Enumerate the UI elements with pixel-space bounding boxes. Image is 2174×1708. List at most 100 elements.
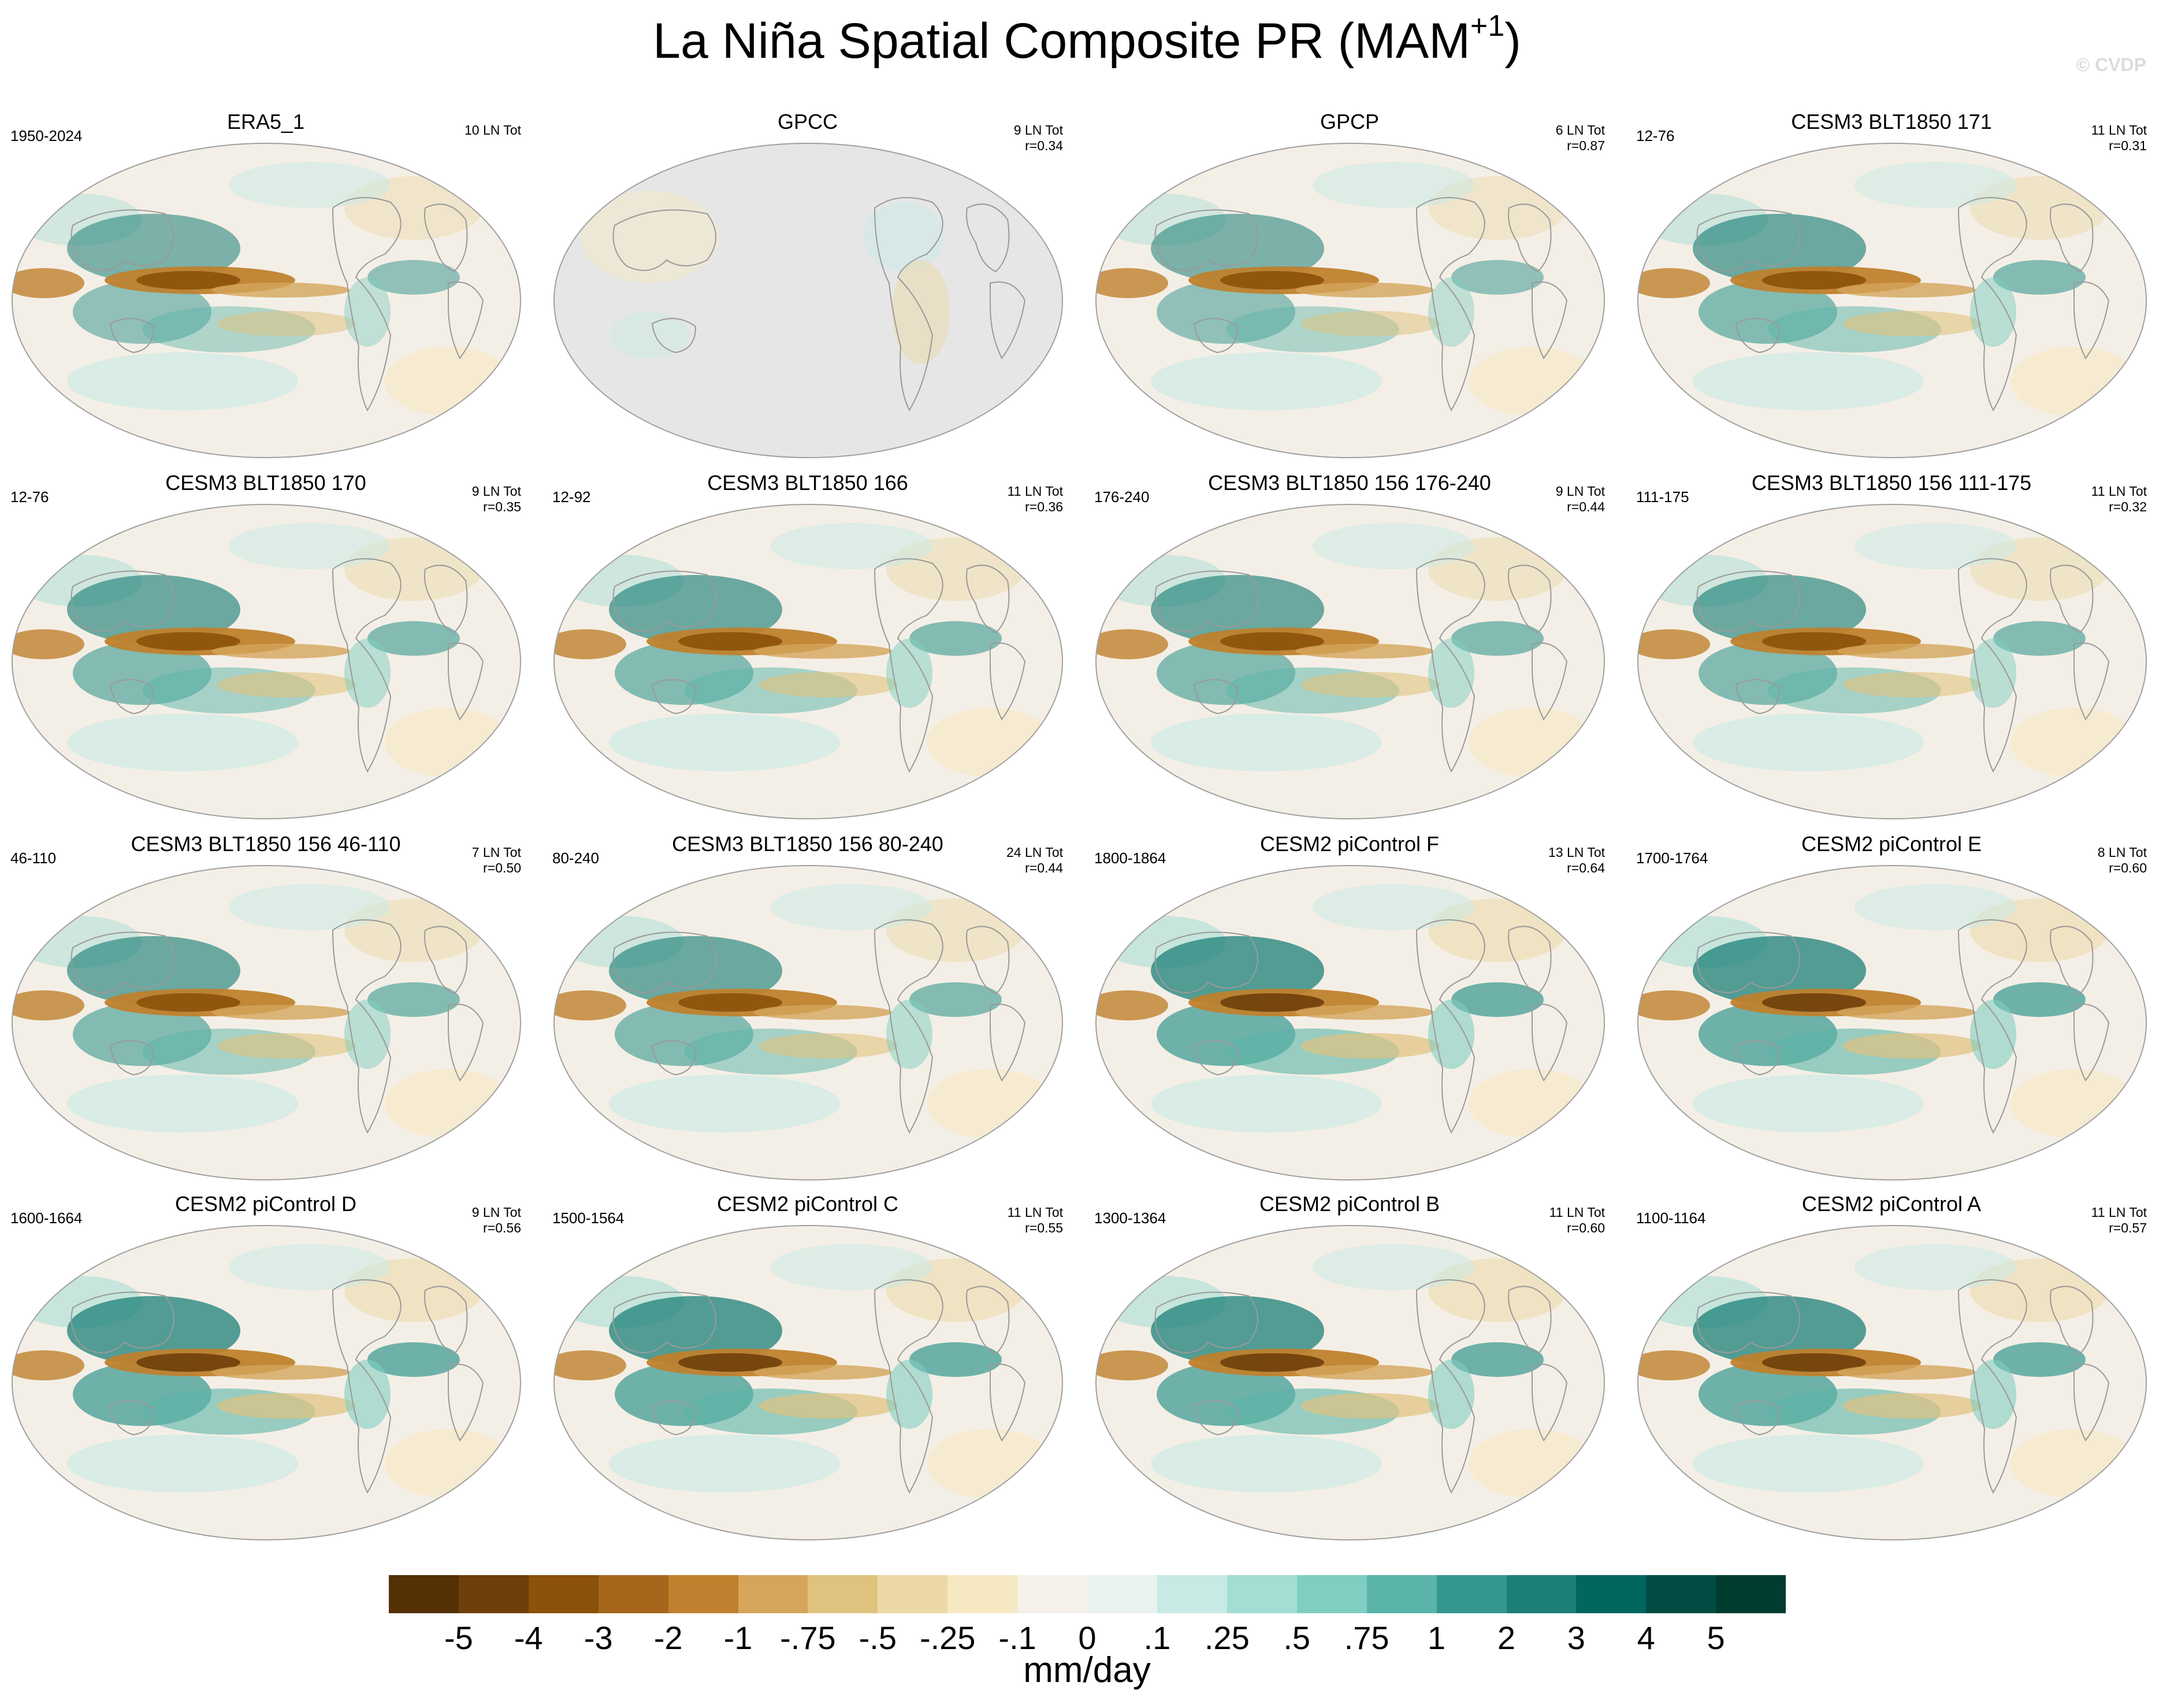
anomaly-wet <box>771 1244 932 1290</box>
panel-map <box>553 143 1063 458</box>
colorbar-tick-label: -5 <box>444 1620 473 1656</box>
anomaly-wet <box>1993 1342 2086 1377</box>
colorbar-segment <box>598 1575 668 1613</box>
anomaly-dry <box>1762 993 1866 1012</box>
colorbar-segment <box>528 1575 599 1613</box>
panel-count: 8 LN Tot <box>2097 845 2147 860</box>
anomaly-wet <box>229 523 391 569</box>
panel-period: 46-110 <box>10 849 57 867</box>
panel-title: CESM2 piControl F <box>1259 832 1440 856</box>
map-panel: CESM3 BLT1850 156 176-240 176-240 9 LN Tot… <box>1084 471 1615 829</box>
anomaly-wet <box>67 352 298 410</box>
colorbar-tick-label: .1 <box>1143 1620 1171 1656</box>
colorbar-segment <box>808 1575 878 1613</box>
map-panel: CESM3 BLT1850 171 12-76 11 LN Tot r=0.31 <box>1626 110 2157 468</box>
coastline <box>1696 570 1800 632</box>
panel-correlation: r=0.50 <box>483 860 521 875</box>
anomaly-wet <box>67 714 298 771</box>
panel-map <box>12 504 521 819</box>
colorbar-segment <box>1576 1575 1647 1613</box>
anomaly-wet <box>1993 621 2086 656</box>
anomaly-wet <box>886 638 932 708</box>
anomaly-wet <box>229 162 391 208</box>
anomaly-dry <box>1762 632 1866 651</box>
panel-correlation: r=0.44 <box>1567 499 1605 514</box>
panel-period: 1800-1864 <box>1094 849 1166 867</box>
colorbar-segment <box>1646 1575 1716 1613</box>
panel-title: CESM2 piControl A <box>1801 1192 1982 1216</box>
anomaly-dry <box>12 629 84 659</box>
panel-map <box>553 504 1063 819</box>
panel-period: 12-92 <box>552 488 591 506</box>
title-close: ) <box>1504 13 1521 69</box>
anomaly-dry <box>1096 629 1168 659</box>
panel-title: GPCC <box>777 110 838 133</box>
panel-map <box>1637 143 2147 458</box>
anomaly-dry <box>136 632 240 651</box>
anomaly-wet <box>1855 1244 2016 1290</box>
panel-count: 10 LN Tot <box>464 122 521 138</box>
coastline <box>2050 565 2094 634</box>
coastline <box>2073 1004 2110 1082</box>
anomaly-dry <box>211 1005 350 1020</box>
anomaly-wet <box>1451 1342 1544 1377</box>
coastline <box>1957 919 2027 1134</box>
anomaly-dry <box>2011 1429 2138 1498</box>
panel-count: 24 LN Tot <box>1006 845 1063 860</box>
anomaly-wet <box>609 1075 840 1133</box>
anomaly-dry <box>753 1005 892 1020</box>
coastline <box>651 1400 697 1436</box>
anomaly-wet <box>1693 936 1866 1005</box>
anomaly-wet <box>344 277 391 347</box>
map-panel: CESM2 piControl C 1500-1564 11 LN Tot r=0.5… <box>542 1192 1073 1550</box>
coastline <box>874 558 943 773</box>
anomaly-dry <box>12 990 84 1020</box>
colorbar-segment <box>1436 1575 1507 1613</box>
coastline <box>2050 203 2094 273</box>
coastline <box>651 1040 697 1076</box>
panel-correlation: r=0.87 <box>1567 138 1605 153</box>
anomaly-wet <box>67 1435 298 1492</box>
anomaly-wet <box>1451 621 1544 656</box>
anomaly-wet <box>771 523 932 569</box>
map-panel: CESM2 piControl B 1300-1364 11 LN Tot r=0.6… <box>1084 1192 1615 1550</box>
anomaly-wet <box>609 714 840 771</box>
panel-stats: 11 LN Tot r=0.36 <box>1008 484 1063 515</box>
coastline <box>332 1279 402 1494</box>
anomaly-wet <box>1855 884 2016 930</box>
coastline <box>1508 1286 1552 1355</box>
anomaly-wet <box>1970 277 2016 347</box>
panel-stats: 11 LN Tot r=0.31 <box>2091 122 2147 154</box>
anomaly-wet <box>1451 982 1544 1017</box>
coastline <box>1193 679 1239 715</box>
title-superscript: +1 <box>1470 9 1505 43</box>
anomaly-dry <box>759 672 898 697</box>
anomaly-wet <box>1428 638 1474 708</box>
panel-period: 1700-1764 <box>1636 849 1708 867</box>
coastline <box>2073 281 2110 359</box>
coastline <box>70 931 174 993</box>
anomaly-wet <box>67 936 240 1005</box>
anomaly-dry <box>554 1350 626 1380</box>
anomaly-wet <box>67 214 240 283</box>
anomaly-dry <box>1295 1005 1434 1020</box>
panel-title: CESM2 piControl D <box>174 1192 357 1216</box>
map-outline <box>1637 143 2147 458</box>
map-panel: CESM3 BLT1850 170 12-76 9 LN Tot r=0.35 <box>0 471 532 829</box>
colorbar-labels: -5 -4 -3 -2 -1 -.75 -.5 -.25 -.1 0 .1 .25 .5 .75 1 2 3 4 5 <box>389 1619 1786 1656</box>
anomaly-dry <box>385 347 512 416</box>
anomaly-dry <box>1295 644 1434 659</box>
coastline <box>1532 643 1568 721</box>
anomaly-dry <box>554 629 626 659</box>
coastline <box>2073 1364 2110 1442</box>
anomaly-wet <box>344 1360 391 1429</box>
panel-period: 12-76 <box>10 488 49 506</box>
panel-period: 1100-1164 <box>1636 1209 1706 1227</box>
map-panel: GPCC 9 LN Tot r=0.34 <box>542 110 1073 468</box>
coastline <box>966 565 1010 634</box>
anomaly-wet <box>367 260 460 295</box>
anomaly-dry <box>1843 672 1982 697</box>
colorbar-segment <box>1227 1575 1297 1613</box>
anomaly-dry <box>1638 268 1710 298</box>
anomaly-dry <box>211 644 350 659</box>
